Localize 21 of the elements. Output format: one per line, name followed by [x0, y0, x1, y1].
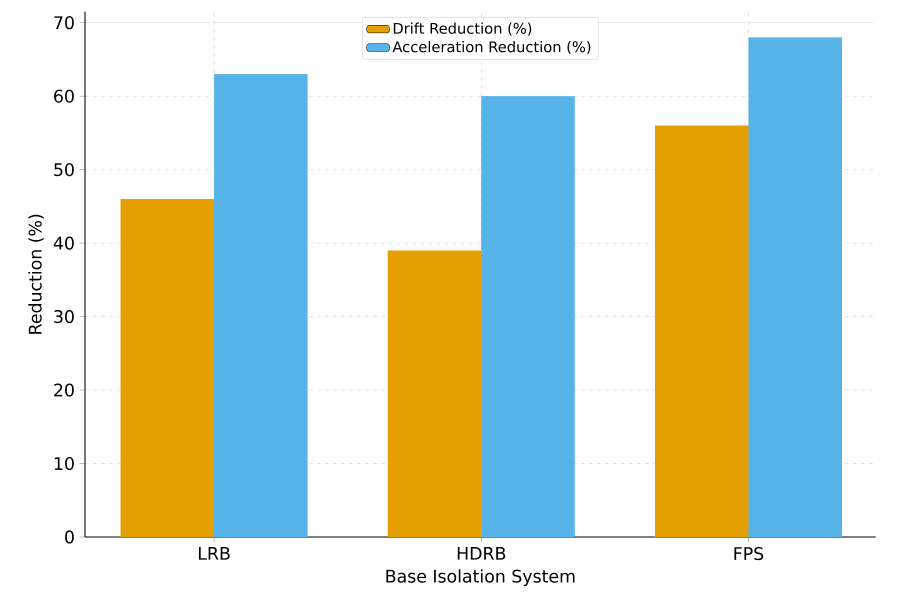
bar [748, 37, 842, 537]
bar [654, 126, 748, 537]
x-tick-label: FPS [734, 547, 764, 560]
x-tick-label: HDRB [458, 547, 506, 560]
bar [481, 96, 575, 537]
y-tick-label: 60 [54, 90, 74, 103]
y-tick-label: 70 [54, 16, 74, 30]
y-tick-label: 10 [54, 456, 74, 470]
bar [388, 250, 482, 537]
bar [214, 74, 308, 537]
y-tick-label: 0 [65, 530, 74, 544]
y-tick-label: 20 [54, 383, 74, 397]
y-tick-label: 30 [54, 310, 74, 324]
y-tick-label: 50 [54, 163, 74, 176]
legend-label: Acceleration Reduction (%) [392, 40, 590, 54]
bar [120, 199, 214, 537]
x-tick-label: LRB [198, 547, 230, 560]
y-tick-label: 40 [54, 236, 74, 250]
y-axis-title: Reduction (%) [28, 214, 44, 334]
x-axis-title: Base Isolation System [386, 569, 574, 586]
legend-label: Drift Reduction (%) [394, 22, 532, 36]
